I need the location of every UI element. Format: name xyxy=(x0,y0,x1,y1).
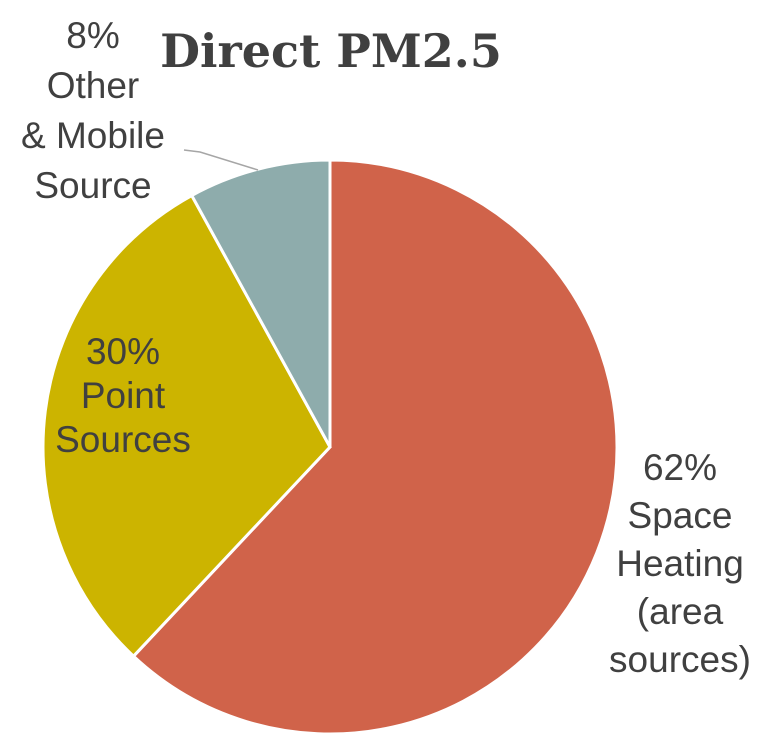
pie-slice-other-mobile-source xyxy=(189,158,332,448)
pie-slice-point-sources xyxy=(41,193,332,659)
pie-slice-space-heating-area-sources xyxy=(131,158,619,736)
pie-slices xyxy=(41,158,619,736)
slice-labels: 62% Space Heating (area sources) 30% Point Sour… xyxy=(21,15,751,680)
slice-label-point-sources: 30% Point Sources xyxy=(55,331,191,460)
slice-label-other-mobile-source: 8% Other & Mobile Source xyxy=(21,15,165,206)
leader-line xyxy=(183,149,259,171)
slice-label-space-heating-area-sources: 62% Space Heating (area sources) xyxy=(609,447,751,680)
chart-title: Direct PM2.5 xyxy=(160,24,502,78)
